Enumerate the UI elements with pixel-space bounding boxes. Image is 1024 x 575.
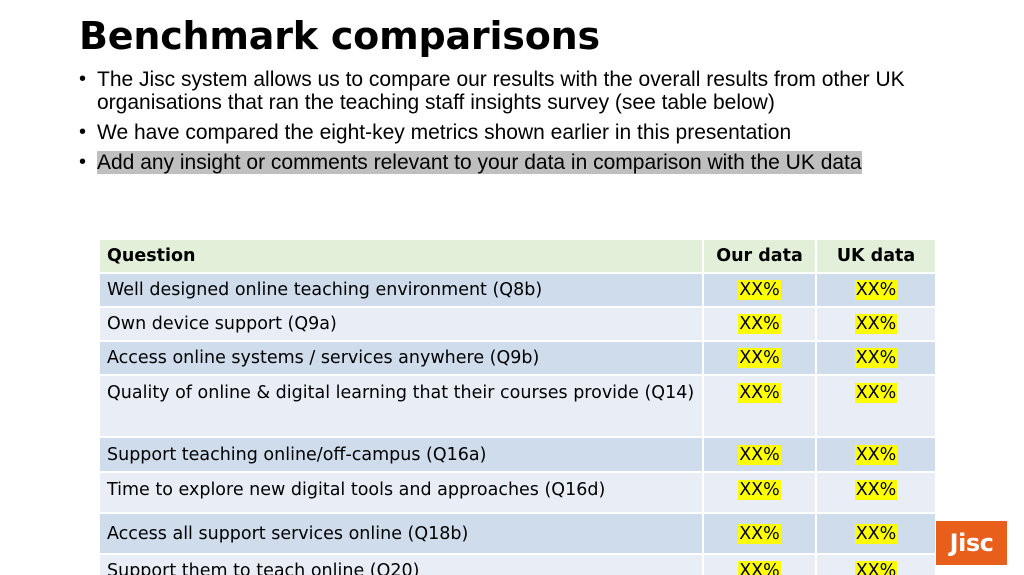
uk-data-cell[interactable]: XX% xyxy=(815,374,937,438)
uk-data-value: XX% xyxy=(854,561,898,575)
bullet-dot-icon: • xyxy=(79,68,87,90)
bullet-list: • The Jisc system allows us to compare o… xyxy=(79,68,919,181)
our-data-value: XX% xyxy=(738,383,781,403)
uk-data-cell[interactable]: XX% xyxy=(815,553,937,575)
our-data-value: XX% xyxy=(738,348,781,368)
table-row: Access online systems / services anywher… xyxy=(98,340,937,376)
jisc-logo: Jisc xyxy=(936,521,1007,565)
our-data-cell[interactable]: XX% xyxy=(702,436,817,473)
uk-data-cell[interactable]: XX% xyxy=(815,436,937,473)
header-question: Question xyxy=(98,238,704,274)
uk-data-value: XX% xyxy=(854,383,898,403)
our-data-value: XX% xyxy=(738,444,781,465)
uk-data-cell[interactable]: XX% xyxy=(815,306,937,342)
our-data-cell[interactable]: XX% xyxy=(702,553,817,575)
table-row: Support teaching online/off-campus (Q16a… xyxy=(98,436,937,473)
slide-title: Benchmark comparisons xyxy=(79,14,600,58)
header-uk-data: UK data xyxy=(815,238,937,274)
bullet-item: • We have compared the eight-key metrics… xyxy=(79,121,919,144)
question-cell: Quality of online & digital learning tha… xyxy=(98,374,704,438)
our-data-value: XX% xyxy=(738,561,781,575)
uk-data-cell[interactable]: XX% xyxy=(815,340,937,376)
our-data-cell[interactable]: XX% xyxy=(702,306,817,342)
bullet-text-highlighted[interactable]: Add any insight or comments relevant to … xyxy=(97,151,862,174)
our-data-value: XX% xyxy=(738,523,781,544)
uk-data-value: XX% xyxy=(854,348,898,368)
our-data-cell[interactable]: XX% xyxy=(702,340,817,376)
question-cell: Support teaching online/off-campus (Q16a… xyxy=(98,436,704,473)
our-data-value: XX% xyxy=(738,480,781,500)
uk-data-cell[interactable]: XX% xyxy=(815,471,937,514)
uk-data-value: XX% xyxy=(854,280,898,300)
bullet-item: • Add any insight or comments relevant t… xyxy=(79,151,919,174)
question-cell: Time to explore new digital tools and ap… xyxy=(98,471,704,514)
bullet-text: The Jisc system allows us to compare our… xyxy=(97,68,905,114)
uk-data-value: XX% xyxy=(854,523,898,544)
our-data-value: XX% xyxy=(738,280,781,300)
table-row: Support them to teach online (Q20) XX% X… xyxy=(98,553,937,575)
question-cell: Access online systems / services anywher… xyxy=(98,340,704,376)
our-data-cell[interactable]: XX% xyxy=(702,374,817,438)
table-row: Well designed online teaching environmen… xyxy=(98,272,937,308)
uk-data-value: XX% xyxy=(854,314,898,334)
question-cell: Own device support (Q9a) xyxy=(98,306,704,342)
our-data-cell[interactable]: XX% xyxy=(702,272,817,308)
uk-data-value: XX% xyxy=(854,444,898,465)
bullet-item: • The Jisc system allows us to compare o… xyxy=(79,68,919,114)
table-row: Access all support services online (Q18b… xyxy=(98,512,937,555)
bullet-text: We have compared the eight-key metrics s… xyxy=(97,121,792,144)
question-cell: Well designed online teaching environmen… xyxy=(98,272,704,308)
table-row: Quality of online & digital learning tha… xyxy=(98,374,937,438)
header-our-data: Our data xyxy=(702,238,817,274)
table-row: Own device support (Q9a) XX% XX% xyxy=(98,306,937,342)
table-row: Time to explore new digital tools and ap… xyxy=(98,471,937,514)
bullet-dot-icon: • xyxy=(79,151,87,173)
our-data-value: XX% xyxy=(738,314,781,334)
uk-data-value: XX% xyxy=(854,480,898,500)
question-cell: Access all support services online (Q18b… xyxy=(98,512,704,555)
uk-data-cell[interactable]: XX% xyxy=(815,512,937,555)
benchmark-table: Question Our data UK data Well designed … xyxy=(98,238,937,575)
uk-data-cell[interactable]: XX% xyxy=(815,272,937,308)
table-header-row: Question Our data UK data xyxy=(98,238,937,274)
bullet-dot-icon: • xyxy=(79,121,87,143)
our-data-cell[interactable]: XX% xyxy=(702,512,817,555)
our-data-cell[interactable]: XX% xyxy=(702,471,817,514)
question-cell: Support them to teach online (Q20) xyxy=(98,553,704,575)
